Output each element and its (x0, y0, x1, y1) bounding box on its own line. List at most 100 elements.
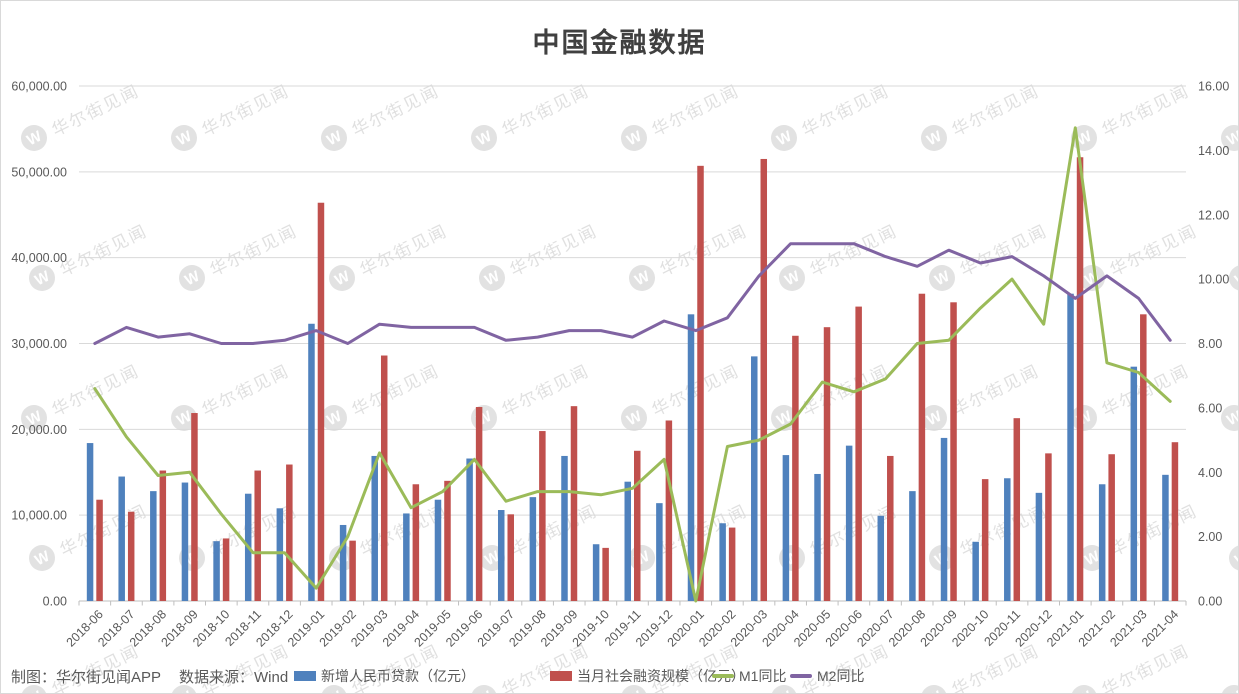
svg-text:10.00: 10.00 (1198, 273, 1229, 287)
line-m1-yoy (93, 126, 1172, 603)
bar (529, 497, 537, 601)
bar (792, 335, 799, 601)
bar (339, 524, 347, 601)
bar (127, 511, 135, 601)
bar (191, 413, 198, 601)
bar (1162, 474, 1169, 601)
bar (940, 437, 948, 601)
bar (918, 293, 926, 601)
bar (276, 508, 284, 601)
svg-text:40,000.00: 40,000.00 (11, 251, 67, 265)
bar (687, 314, 695, 601)
svg-text:16.00: 16.00 (1198, 80, 1229, 94)
bar (1076, 157, 1084, 601)
legend-swatch-new-loans (294, 671, 316, 681)
bar (349, 540, 356, 601)
bar (624, 481, 631, 601)
bar (497, 510, 505, 601)
credit-label: 制图：华尔街见闻APP (11, 668, 162, 686)
bar (1035, 492, 1043, 601)
svg-text:20,000.00: 20,000.00 (11, 423, 67, 437)
bar (665, 420, 673, 601)
legend-item-m2-yoy: M2同比 (790, 663, 864, 689)
bars-new-loans (86, 293, 1169, 601)
x-axis-labels: 2018-062018-072018-082018-092018-102018-… (64, 607, 1182, 649)
legend-swatch-m1-yoy (712, 674, 734, 678)
legend-swatch-social-financing (550, 671, 572, 681)
bar (656, 503, 663, 601)
bar (371, 455, 378, 601)
bar (118, 476, 125, 601)
bar (728, 527, 736, 601)
bar (877, 515, 885, 601)
svg-text:0.00: 0.00 (43, 595, 67, 609)
bar (86, 443, 94, 601)
svg-text:60,000.00: 60,000.00 (11, 80, 67, 94)
bars-social-financing (96, 157, 1179, 602)
bar (412, 484, 420, 601)
bar (181, 482, 189, 601)
bar (1045, 453, 1052, 601)
bar (539, 431, 546, 601)
bar (403, 513, 410, 601)
svg-text:50,000.00: 50,000.00 (11, 165, 67, 179)
bar (602, 547, 609, 601)
bar (380, 355, 388, 601)
bar (159, 470, 167, 601)
legend-label-social-financing: 当月社会融资规模（亿元） (577, 668, 745, 684)
bar (845, 445, 853, 601)
bar (1130, 366, 1138, 601)
bar (561, 455, 568, 601)
data-source-label: 数据来源：Wind (179, 668, 289, 686)
bar (1004, 478, 1011, 601)
bar (1108, 454, 1115, 601)
bar (981, 479, 989, 601)
bar (814, 473, 821, 601)
bar (1098, 484, 1106, 601)
legend-item-m1-yoy: M1同比 (712, 663, 786, 689)
bar (150, 491, 157, 601)
bar (507, 514, 514, 601)
bar (222, 538, 230, 601)
bar (760, 158, 768, 602)
svg-text:12.00: 12.00 (1198, 208, 1229, 222)
bar (570, 406, 578, 601)
bar (317, 202, 325, 601)
bar (434, 499, 442, 601)
chart-title: 中国金融数据 (532, 28, 707, 58)
bar (823, 327, 831, 601)
bar (96, 499, 103, 601)
svg-text:2.00: 2.00 (1198, 530, 1222, 544)
svg-text:0.00: 0.00 (1198, 595, 1222, 609)
bar (782, 455, 790, 601)
legend-item-new-loans: 新增人民币贷款（亿元） (294, 663, 475, 689)
bar (444, 480, 451, 601)
svg-text:4.00: 4.00 (1198, 466, 1222, 480)
bar (719, 523, 726, 601)
bar (887, 455, 894, 601)
bar (751, 356, 758, 601)
svg-text:10,000.00: 10,000.00 (11, 509, 67, 523)
bar (286, 464, 293, 601)
x-axis-ticks (78, 601, 1187, 606)
bar (308, 323, 315, 601)
bar (213, 541, 220, 601)
legend-label-new-loans: 新增人民币贷款（亿元） (321, 668, 475, 684)
bar (972, 541, 979, 601)
bar (1013, 418, 1021, 601)
bar (1140, 314, 1147, 601)
legend-label-m2-yoy: M2同比 (817, 668, 865, 684)
bar (466, 458, 473, 601)
svg-text:30,000.00: 30,000.00 (11, 337, 67, 351)
y-axis-labels-left: 0.00 10,000.00 20,000.00 30,000.00 40,000.00… (11, 80, 67, 609)
footer: 制图：华尔街见闻APP 数据来源：Wind 新增人民币贷款（亿元） 当月社会融资… (1, 663, 1238, 689)
bar (855, 306, 862, 601)
line-m2-yoy (93, 242, 1172, 345)
legend-label-m1-yoy: M1同比 (739, 668, 787, 684)
bar (1067, 293, 1074, 601)
bar (634, 450, 641, 601)
svg-text:8.00: 8.00 (1198, 337, 1222, 351)
bar (254, 470, 261, 601)
